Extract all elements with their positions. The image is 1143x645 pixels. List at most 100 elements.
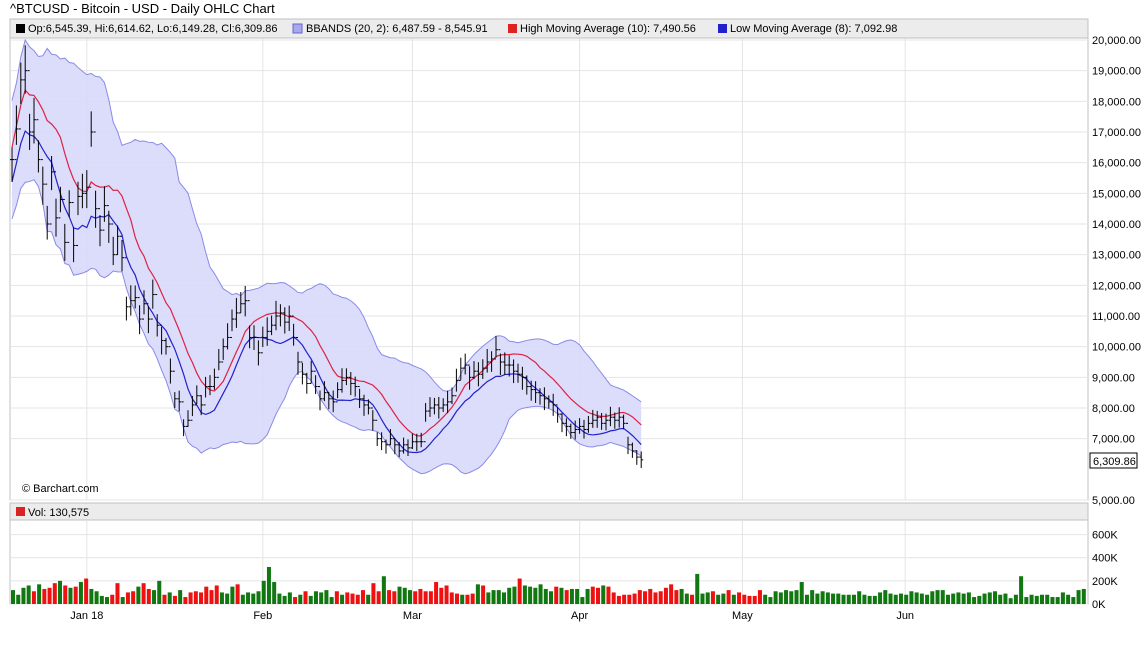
ohlc-bar [467, 364, 472, 390]
x-tick-label: Apr [571, 610, 588, 622]
volume-bar [125, 592, 130, 604]
ohlc-bar [40, 159, 45, 205]
volume-bar [1071, 597, 1076, 604]
watermark: © Barchart.com [22, 483, 99, 495]
volume-bar [199, 592, 204, 604]
ohlc-bar [590, 409, 595, 428]
volume-bar [423, 591, 428, 604]
ohlc-bar [529, 380, 534, 401]
ohlc-bar [626, 422, 630, 455]
ohlc-bar [102, 186, 107, 231]
ohlc-bar [423, 403, 428, 443]
volume-bar [512, 586, 517, 604]
volume-bar [538, 584, 543, 604]
high-ma-legend-swatch [508, 24, 517, 33]
ohlc-bar [177, 390, 182, 412]
volume-bar [329, 597, 334, 604]
ohlc-bar [234, 297, 239, 328]
ohlc-bar [612, 412, 617, 429]
ohlc-bar [221, 338, 226, 363]
volume-bar [266, 566, 271, 604]
volume-bar [26, 585, 31, 604]
volume-bar [1013, 594, 1018, 604]
volume-bar [78, 582, 83, 604]
ohlc-bar [476, 362, 481, 387]
ohlc-bar [287, 305, 292, 332]
volume-bar [1034, 595, 1039, 604]
volume-bar [340, 594, 345, 604]
price-y-axis: 20,000.00 19,000.00 18,000.00 17,000.00 16,0… [1092, 35, 1141, 507]
volume-bar [836, 593, 841, 604]
ohlc-bar [10, 147, 14, 182]
ohlc-bar [392, 438, 397, 455]
volume-bar [146, 588, 151, 604]
volume-tick-label: 200K [1092, 576, 1118, 588]
volume-tick-label: 600K [1092, 530, 1118, 542]
ohlc-bar [45, 183, 50, 240]
volume-bar [16, 594, 21, 604]
volume-bar [543, 588, 548, 604]
volume-bar [178, 590, 183, 604]
volume-bar [434, 582, 439, 604]
ohlc-bar [318, 386, 322, 411]
ohlc-bar [595, 410, 600, 428]
ohlc-bar [54, 171, 58, 237]
ohlc-bar [335, 382, 340, 403]
volume-bar [1008, 598, 1013, 604]
volume-bar [355, 594, 360, 604]
volume-bar [982, 593, 987, 604]
price-tick-label: 8,000.00 [1092, 403, 1135, 415]
volume-bar [381, 576, 386, 604]
ohlc-bar [639, 451, 644, 468]
ohlc-bar [71, 202, 76, 263]
ohlc-bar [58, 186, 63, 219]
volume-bar [867, 595, 872, 604]
volume-bar [94, 591, 99, 604]
ohlc-bar [621, 414, 626, 430]
volume-bar [648, 588, 653, 604]
ohlc-bar [362, 394, 366, 416]
volume-bar [470, 593, 475, 604]
volume-bar [293, 597, 298, 604]
volume-bar [731, 594, 736, 604]
price-tick-label: 17,000.00 [1092, 127, 1141, 139]
ohlc-bar [106, 205, 111, 243]
ohlc-bar [568, 423, 573, 439]
ohlc-bar [502, 352, 507, 375]
volume-bar [277, 593, 282, 604]
ohlc-bar [260, 326, 265, 354]
volume-bar [465, 594, 470, 604]
volume-legend: Vol: 130,575 [28, 507, 89, 519]
volume-bar [742, 594, 747, 604]
volume-bar [120, 597, 125, 604]
volume-bar [73, 586, 78, 604]
volume-bar [679, 588, 684, 604]
ohlc-bar [84, 170, 89, 209]
volume-bar [632, 593, 637, 604]
volume-bar [141, 583, 146, 604]
ohlc-bar [155, 294, 160, 337]
price-tick-label: 11,000.00 [1092, 311, 1140, 323]
x-tick-label: Jun [896, 610, 914, 622]
volume-bar [31, 591, 36, 604]
ohlc-bar [212, 368, 217, 390]
volume-bar [992, 591, 998, 604]
volume-bar [857, 591, 862, 604]
volume-bar [737, 592, 742, 604]
volume-bar [904, 594, 909, 604]
price-tick-label: 10,000.00 [1092, 342, 1141, 354]
volume-bar [998, 594, 1003, 604]
low-ma-line [11, 130, 642, 454]
ohlc-bar [98, 208, 102, 247]
volume-bar [449, 592, 454, 604]
volume-bar [862, 594, 867, 604]
volume-bar [575, 588, 580, 604]
volume-bar [1066, 594, 1071, 604]
volume-bar [105, 597, 110, 604]
volume-bar [360, 590, 365, 604]
ohlc-bar [326, 391, 331, 410]
volume-bar [407, 590, 412, 604]
volume-bar [763, 594, 768, 604]
volume-bar [919, 593, 924, 604]
ohlc-bar [414, 433, 419, 452]
